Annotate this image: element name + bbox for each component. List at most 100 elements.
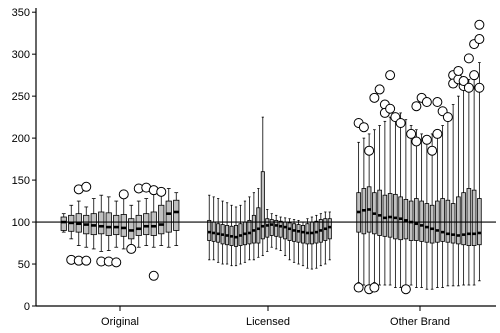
box-body bbox=[265, 218, 270, 238]
outlier-point bbox=[156, 186, 167, 197]
outlier-point bbox=[469, 70, 480, 81]
outlier-point bbox=[406, 128, 417, 139]
box-body bbox=[296, 224, 301, 243]
box-body bbox=[429, 204, 435, 244]
box bbox=[429, 133, 435, 290]
outlier-point bbox=[421, 134, 432, 145]
box-body bbox=[150, 211, 157, 236]
outlier-point bbox=[369, 92, 380, 103]
box bbox=[143, 198, 150, 246]
box bbox=[225, 202, 230, 265]
y-tick-label: 200 bbox=[12, 133, 30, 145]
outlier-point bbox=[453, 65, 464, 76]
box bbox=[269, 213, 274, 248]
box-body bbox=[456, 196, 461, 245]
box bbox=[296, 219, 301, 265]
box bbox=[372, 129, 377, 283]
boxes-layer bbox=[60, 62, 482, 290]
box bbox=[471, 70, 477, 286]
box bbox=[382, 120, 388, 286]
outlier-point bbox=[364, 145, 375, 156]
outlier-point bbox=[374, 84, 385, 95]
box-body bbox=[424, 203, 430, 243]
box bbox=[393, 114, 398, 288]
box bbox=[260, 116, 265, 257]
outlier-point bbox=[111, 257, 122, 268]
box bbox=[461, 87, 466, 286]
box-body bbox=[300, 225, 305, 244]
box-body bbox=[113, 214, 120, 236]
box bbox=[287, 218, 292, 261]
box bbox=[305, 218, 310, 269]
box bbox=[327, 211, 332, 261]
box bbox=[377, 125, 382, 286]
box bbox=[440, 125, 445, 288]
y-tick-labels: 0 50 100 150 200 250 300 350 bbox=[12, 7, 30, 313]
box bbox=[165, 188, 172, 248]
outlier-point bbox=[385, 103, 396, 114]
outlier-point bbox=[148, 270, 159, 281]
box-body bbox=[377, 189, 382, 236]
box bbox=[323, 211, 328, 265]
box bbox=[128, 204, 135, 251]
box bbox=[408, 125, 414, 286]
y-tick-label: 250 bbox=[12, 91, 30, 103]
box bbox=[220, 200, 225, 265]
box-body bbox=[98, 211, 105, 235]
box bbox=[207, 194, 212, 261]
box bbox=[234, 206, 239, 267]
box-body bbox=[283, 221, 288, 240]
box-body bbox=[135, 214, 142, 236]
axes bbox=[32, 8, 496, 311]
box bbox=[477, 62, 482, 282]
box bbox=[265, 209, 270, 252]
box bbox=[403, 119, 409, 287]
outlier-point bbox=[432, 128, 443, 139]
box-body bbox=[287, 222, 292, 241]
box bbox=[274, 214, 279, 250]
outlier-point bbox=[81, 255, 92, 266]
box-body bbox=[278, 220, 283, 238]
outlier-point bbox=[458, 76, 469, 87]
box bbox=[242, 200, 247, 263]
box bbox=[105, 196, 112, 251]
outlier-point bbox=[463, 53, 474, 64]
box-body bbox=[387, 193, 393, 238]
box-body bbox=[382, 194, 388, 237]
x-group-label: Licensed bbox=[246, 316, 290, 328]
outlier-point bbox=[385, 70, 396, 81]
box bbox=[211, 196, 216, 261]
outlier-point bbox=[411, 136, 422, 147]
outlier-point bbox=[421, 97, 432, 108]
box bbox=[445, 120, 451, 287]
box bbox=[158, 189, 165, 246]
box-body bbox=[471, 189, 477, 246]
y-tick-label: 350 bbox=[12, 7, 30, 19]
y-tick-label: 150 bbox=[12, 175, 30, 187]
box bbox=[292, 219, 297, 263]
box bbox=[150, 193, 157, 248]
x-group-labels: Original Licensed Other Brand bbox=[101, 316, 450, 328]
box-body bbox=[450, 203, 456, 244]
box bbox=[387, 116, 393, 286]
box bbox=[83, 206, 90, 248]
box-body bbox=[256, 207, 261, 244]
box bbox=[113, 200, 120, 248]
x-group-label: Other Brand bbox=[390, 316, 450, 328]
y-tick-label: 100 bbox=[12, 217, 30, 229]
box bbox=[75, 200, 82, 246]
box-body bbox=[292, 223, 297, 242]
box bbox=[361, 137, 367, 286]
outlier-point bbox=[358, 122, 369, 133]
box-body bbox=[419, 200, 424, 242]
box-body bbox=[461, 192, 466, 246]
box bbox=[414, 129, 419, 288]
box-body bbox=[327, 218, 332, 240]
box bbox=[450, 104, 456, 287]
box bbox=[300, 221, 305, 267]
outlier-point bbox=[442, 112, 453, 123]
box bbox=[419, 133, 424, 288]
outlier-point bbox=[474, 19, 485, 30]
box bbox=[251, 192, 256, 261]
